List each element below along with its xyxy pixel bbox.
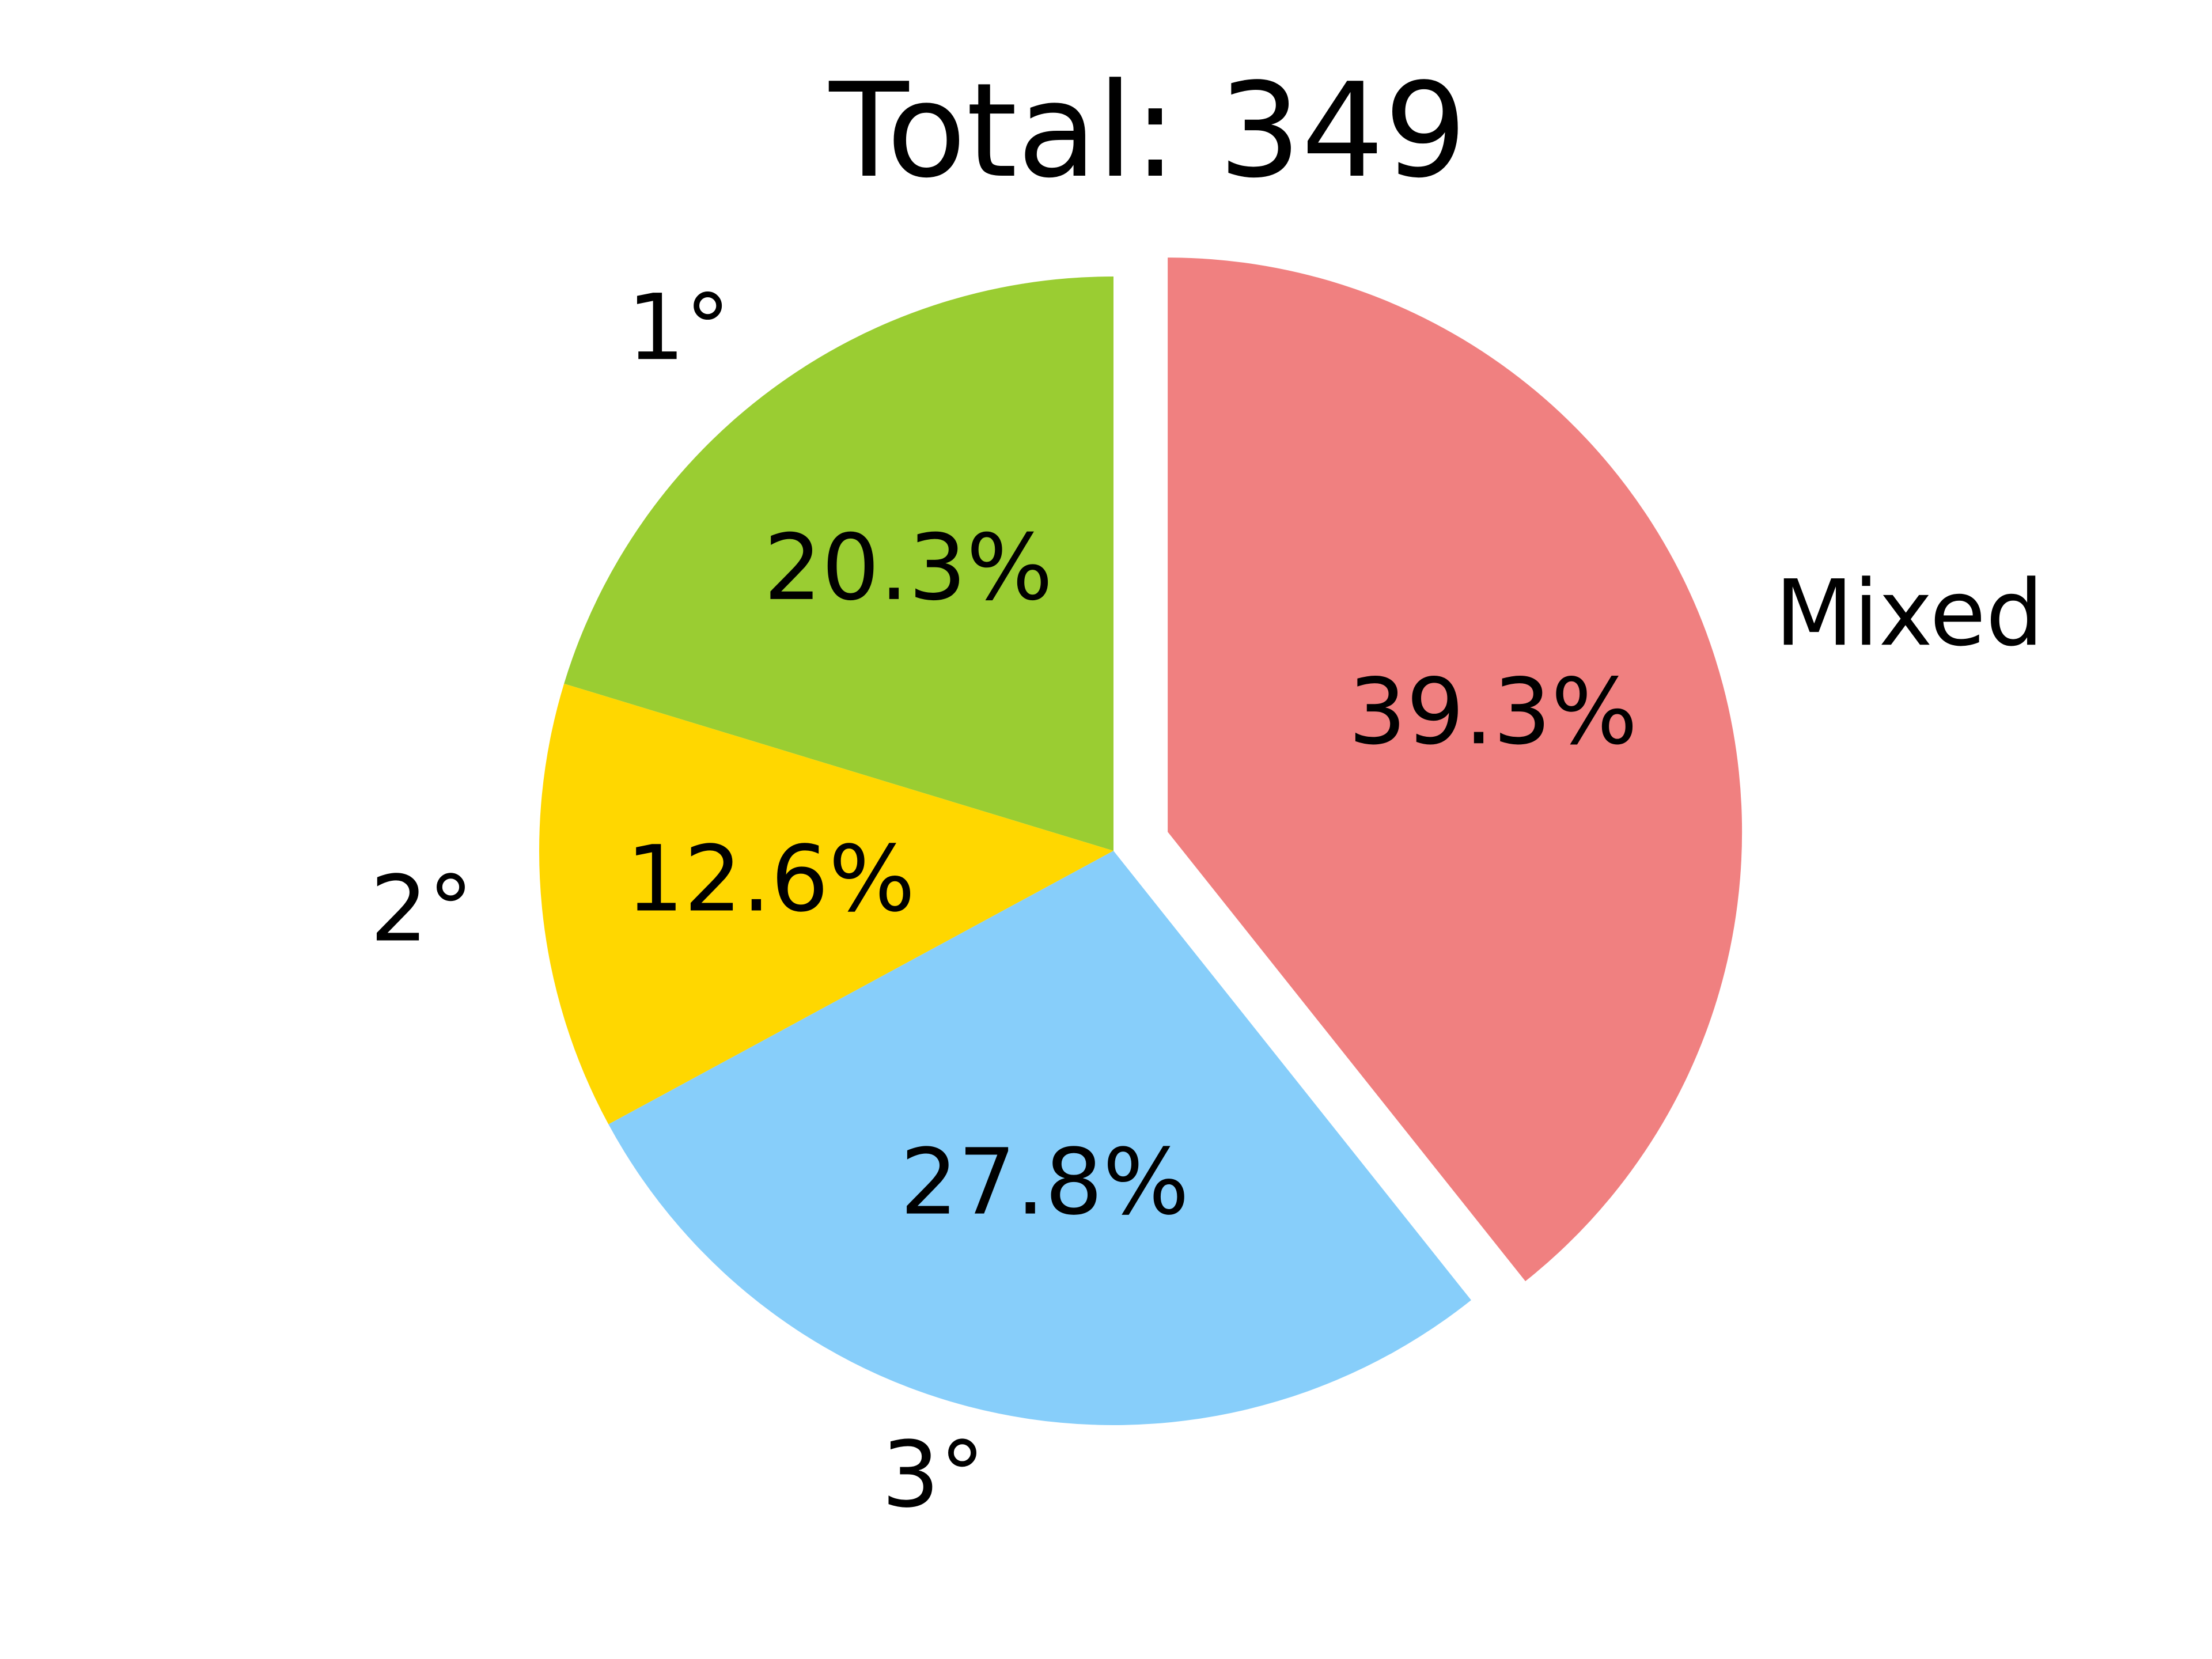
pie-slice-2	[539, 683, 1113, 1124]
pie-slice-3	[608, 851, 1471, 1426]
slice-category-label-1: 1°	[627, 275, 731, 381]
slice-category-label-4: Mixed	[1775, 560, 2043, 666]
slice-percent-label-4: 39.3%	[1349, 659, 1638, 765]
chart-title: Total: 349	[828, 55, 1467, 207]
slice-percent-label-3: 27.8%	[900, 1130, 1190, 1236]
pie-slice-1	[564, 276, 1113, 851]
pie-slice-4	[1168, 257, 1743, 1282]
slice-percent-label-2: 12.6%	[626, 826, 915, 932]
slice-category-label-2: 2°	[370, 857, 474, 963]
slice-percent-label-1: 20.3%	[764, 515, 1053, 621]
pie-labels: 1° 20.3% 2° 12.6% 3° 27.8% Mixed 39.3%	[370, 275, 2043, 1528]
slice-category-label-3: 3°	[881, 1422, 985, 1528]
pie-slices	[539, 257, 1743, 1426]
